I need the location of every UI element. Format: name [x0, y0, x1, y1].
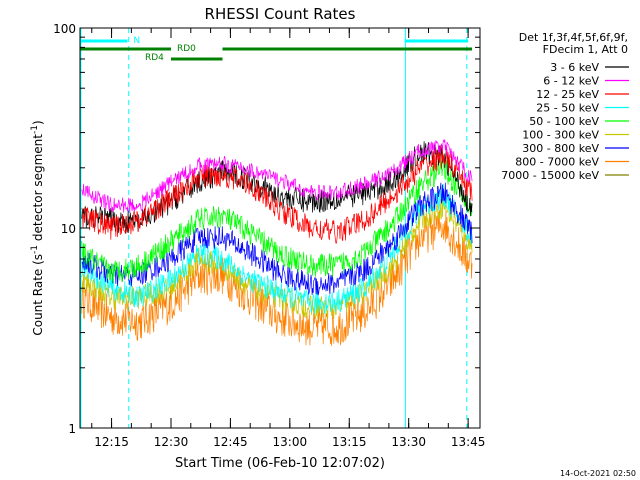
footer-timestamp: 14-Oct-2021 02:50: [560, 469, 636, 478]
y-axis-label: Count Rate (s-1 detector segment-1): [30, 120, 45, 335]
legend-label-6: 300 - 800 keV: [522, 142, 599, 155]
legend-label-2: 12 - 25 keV: [536, 88, 599, 101]
legend-label-0: 3 - 6 keV: [550, 61, 599, 74]
legend-label-4: 50 - 100 keV: [529, 115, 599, 128]
y-axis-label-end: ): [31, 120, 45, 125]
legend-label-3: 25 - 50 keV: [536, 102, 599, 115]
x-tick-label-2: 12:45: [213, 435, 248, 449]
legend: Det 1f,3f,4f,5f,6f,9f, FDecim 1, Att 0 3…: [501, 31, 629, 182]
annotation-label-RD4: RD4: [145, 53, 164, 63]
attenuator-annotations: N RD0 RD4: [80, 36, 473, 63]
y-axis-label-sup1: -1: [30, 245, 40, 254]
y-axis-label-start: Count Rate (s: [31, 254, 45, 336]
y-axis-label-sup2: -1: [30, 125, 40, 134]
y-tick-label-0: 1: [68, 422, 76, 436]
series-line-4: [81, 158, 473, 284]
series-line-7: [81, 209, 473, 346]
chart-title: RHESSI Count Rates: [205, 5, 356, 23]
annotation-label-N: N: [133, 36, 140, 46]
legend-label-5: 100 - 300 keV: [522, 129, 599, 142]
axes: 1 10 100 12:15 12:30 12:45 13:00 13:15 13:30 13:4…: [53, 22, 485, 449]
legend-header-line-1: Det 1f,3f,4f,5f,6f,9f,: [519, 31, 628, 44]
legend-label-8: 7000 - 15000 keV: [501, 169, 599, 182]
x-tick-label-4: 13:15: [332, 435, 367, 449]
legend-header-line-2: FDecim 1, Att 0: [543, 43, 628, 56]
x-tick-label-0: 12:15: [94, 435, 129, 449]
x-axis-label: Start Time (06-Feb-10 12:07:02): [175, 456, 385, 471]
y-tick-label-1: 10: [61, 222, 76, 236]
series-line-2: [81, 145, 473, 244]
x-tick-label-1: 12:30: [154, 435, 189, 449]
x-tick-label-6: 13:45: [451, 435, 486, 449]
legend-label-7: 800 - 7000 keV: [515, 156, 599, 169]
legend-label-1: 6 - 12 keV: [543, 75, 599, 88]
series-group: [81, 139, 473, 346]
y-axis-label-mid: detector segment: [31, 134, 45, 245]
x-tick-label-3: 13:00: [273, 435, 308, 449]
series-line-1: [81, 139, 473, 214]
annotation-label-RD0: RD0: [177, 44, 196, 54]
y-tick-label-2: 100: [53, 22, 76, 36]
x-tick-label-5: 13:30: [391, 435, 426, 449]
